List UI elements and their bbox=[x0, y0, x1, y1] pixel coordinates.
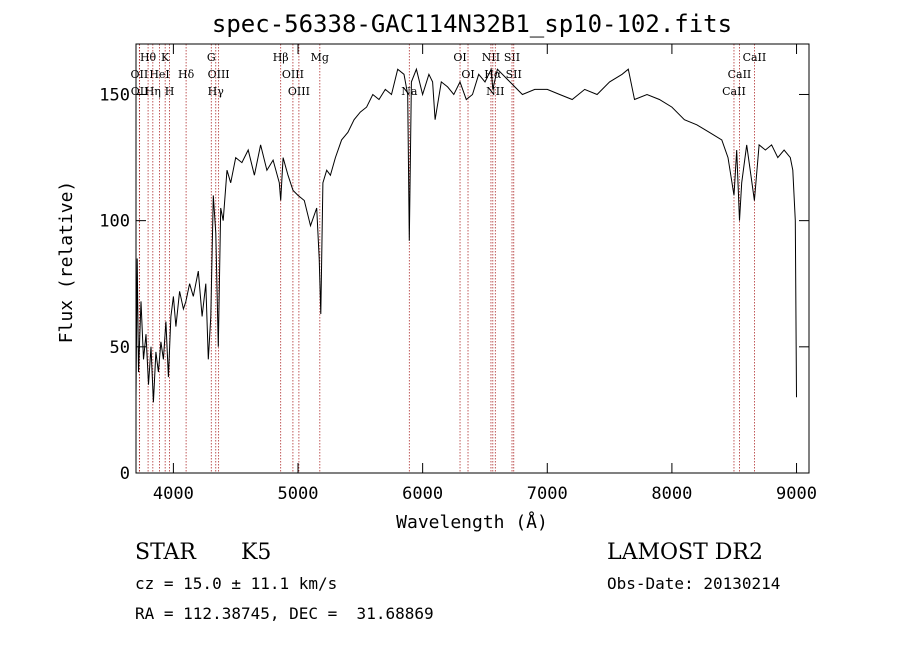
survey-name: LAMOST DR2 bbox=[607, 540, 763, 565]
spectral-line-label: OIII bbox=[288, 85, 310, 98]
x-tick-label: 6000 bbox=[402, 484, 443, 504]
spectral-line-label: OI bbox=[453, 51, 466, 64]
spectral-line-label: Hγ bbox=[208, 85, 225, 98]
spectral-line-label: Mg bbox=[311, 51, 329, 64]
spectral-line-label: NII bbox=[482, 51, 500, 64]
spectral-line-label: SII bbox=[504, 51, 520, 64]
spectral-line-label: CaII bbox=[743, 51, 767, 64]
object-class: STAR bbox=[135, 540, 196, 565]
x-tick-label: 8000 bbox=[651, 484, 692, 504]
x-tick-label: 5000 bbox=[278, 484, 319, 504]
redshift-readout: cz = 15.0 ± 11.1 km/s bbox=[135, 574, 338, 593]
spectral-line-label: H bbox=[165, 85, 175, 98]
y-axis-ticks: 0 50 100 150 bbox=[99, 85, 809, 484]
x-tick-label: 7000 bbox=[527, 484, 568, 504]
coordinates-readout: RA = 112.38745, DEC = 31.68869 bbox=[135, 604, 434, 623]
spectral-line-label: K bbox=[161, 51, 170, 64]
spectral-line-label: OIII bbox=[208, 68, 230, 81]
observation-date: Obs-Date: 20130214 bbox=[607, 574, 781, 593]
object-subclass: K5 bbox=[241, 540, 272, 565]
x-tick-label: 9000 bbox=[776, 484, 817, 504]
plot-frame bbox=[135, 43, 810, 474]
spectral-line-label: NII bbox=[486, 85, 504, 98]
y-tick-label: 150 bbox=[99, 85, 130, 105]
spectrum-series-line bbox=[135, 67, 797, 403]
x-tick-label: 4000 bbox=[153, 484, 194, 504]
y-tick-label: 50 bbox=[110, 338, 130, 358]
spectral-line-label: Hη bbox=[145, 85, 161, 98]
x-axis-ticks: 4000 5000 6000 7000 8000 9000 bbox=[153, 44, 817, 504]
spectral-line-label: HeI bbox=[149, 68, 169, 81]
spectral-line-label: CaII bbox=[728, 68, 752, 81]
spectral-line-label: CaII bbox=[722, 85, 746, 98]
spectral-line-label: SII bbox=[506, 68, 522, 81]
spectral-line-label: OIII bbox=[282, 68, 304, 81]
chart-title: spec-56338-GAC114N32B1_sp10-102.fits bbox=[212, 10, 732, 38]
y-tick-label: 0 bbox=[120, 464, 130, 484]
x-axis-label: Wavelength (Å) bbox=[396, 511, 548, 533]
spectral-line-label: Hθ bbox=[140, 51, 157, 64]
spectral-line-label: Hδ bbox=[178, 68, 195, 81]
spectral-line-label: Hα bbox=[484, 68, 502, 81]
y-tick-label: 100 bbox=[99, 212, 130, 232]
spectral-line-label: G bbox=[207, 51, 216, 64]
y-axis-label: Flux (relative) bbox=[56, 181, 77, 344]
spectral-line-label: OI bbox=[461, 68, 474, 81]
spectral-line-label: Na bbox=[401, 85, 418, 98]
spectral-line-label: Hβ bbox=[273, 51, 289, 64]
